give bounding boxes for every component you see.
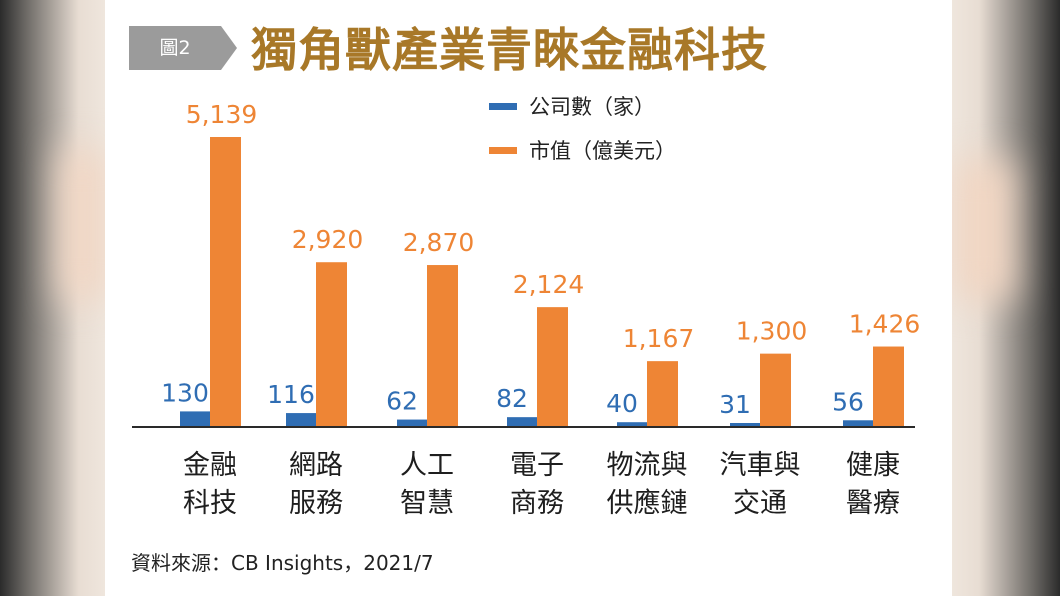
- bar-companies-7: [843, 420, 873, 427]
- x-tick-label-4-line-1: 電子: [510, 450, 564, 481]
- data-label-market-value-1: 5,139: [186, 100, 258, 129]
- figure-tag-arrow-shape: [129, 26, 237, 70]
- figure-tag-label: 圖2: [159, 37, 191, 59]
- data-label-market-value-2: 2,920: [292, 225, 364, 254]
- figure-tag: 圖2: [129, 26, 237, 70]
- x-tick-label-2-line-1: 網路: [289, 450, 343, 481]
- legend-label-1: 公司數（家）: [529, 95, 655, 119]
- legend-swatch-1: [489, 103, 517, 110]
- data-label-companies-3: 62: [386, 387, 418, 416]
- data-label-companies-4: 82: [496, 384, 528, 413]
- infographic-card: 圖2 獨角獸產業青睞金融科技 公司數（家） 市值（億美元） 130 5,139 金融科技…: [105, 0, 952, 596]
- bar-companies-3: [397, 419, 427, 427]
- x-tick-label-3-line-1: 人工: [400, 450, 454, 481]
- bar-market-value-4: [537, 307, 568, 427]
- data-label-companies-2: 116: [267, 380, 315, 409]
- source-note: 資料來源：CB Insights，2021/7: [131, 551, 434, 575]
- x-tick-label-7-line-2: 醫療: [846, 488, 900, 519]
- data-label-companies-6: 31: [719, 390, 751, 419]
- data-label-market-value-4: 2,124: [513, 270, 585, 299]
- bar-companies-5: [617, 422, 647, 427]
- legend-label-2: 市值（億美元）: [529, 139, 676, 163]
- data-label-companies-5: 40: [606, 389, 638, 418]
- bar-companies-4: [507, 417, 537, 427]
- bar-companies-1: [180, 411, 210, 427]
- bar-market-value-2: [316, 262, 347, 427]
- legend-swatch-2: [489, 147, 517, 154]
- bar-companies-2: [286, 413, 316, 427]
- data-label-companies-1: 130: [161, 378, 209, 407]
- bar-market-value-3: [427, 265, 458, 427]
- x-tick-label-7-line-1: 健康: [846, 450, 900, 481]
- data-label-market-value-6: 1,300: [736, 317, 808, 346]
- x-tick-label-4-line-2: 商務: [510, 488, 564, 519]
- x-tick-label-3-line-2: 智慧: [400, 488, 454, 519]
- bar-market-value-5: [647, 361, 678, 427]
- x-tick-label-6-line-1: 汽車與: [720, 450, 801, 481]
- chart-title: 獨角獸產業青睞金融科技: [251, 23, 768, 77]
- x-tick-label-5-line-2: 供應鏈: [607, 488, 688, 519]
- x-tick-label-1-line-1: 金融: [183, 450, 237, 481]
- data-label-market-value-7: 1,426: [849, 310, 921, 339]
- background-blur-left: [60, 150, 105, 300]
- data-label-market-value-5: 1,167: [623, 324, 695, 353]
- background-blur-right: [955, 160, 1015, 300]
- data-label-companies-7: 56: [832, 387, 864, 416]
- bar-market-value-6: [760, 353, 791, 427]
- x-tick-label-1-line-2: 科技: [183, 488, 237, 519]
- x-tick-label-6-line-2: 交通: [733, 488, 787, 519]
- bar-companies-6: [730, 423, 760, 427]
- x-tick-label-5-line-1: 物流與: [607, 450, 688, 481]
- data-label-market-value-3: 2,870: [403, 228, 475, 257]
- bar-market-value-1: [210, 137, 241, 427]
- bar-market-value-7: [873, 346, 904, 427]
- x-tick-label-2-line-2: 服務: [289, 488, 343, 519]
